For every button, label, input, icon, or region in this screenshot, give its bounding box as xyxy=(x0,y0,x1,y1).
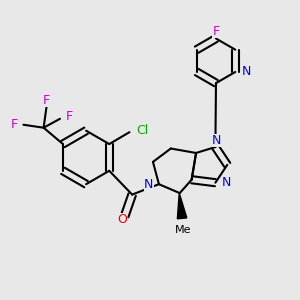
Polygon shape xyxy=(177,193,187,219)
Text: F: F xyxy=(212,25,220,38)
Text: N: N xyxy=(144,178,154,191)
Text: Cl: Cl xyxy=(136,124,148,137)
Text: F: F xyxy=(43,94,50,107)
Text: N: N xyxy=(212,134,222,147)
Text: N: N xyxy=(242,65,251,79)
Text: F: F xyxy=(65,110,72,123)
Text: N: N xyxy=(222,176,231,189)
Text: O: O xyxy=(117,213,127,226)
Text: F: F xyxy=(10,118,17,131)
Text: Me: Me xyxy=(175,225,192,235)
